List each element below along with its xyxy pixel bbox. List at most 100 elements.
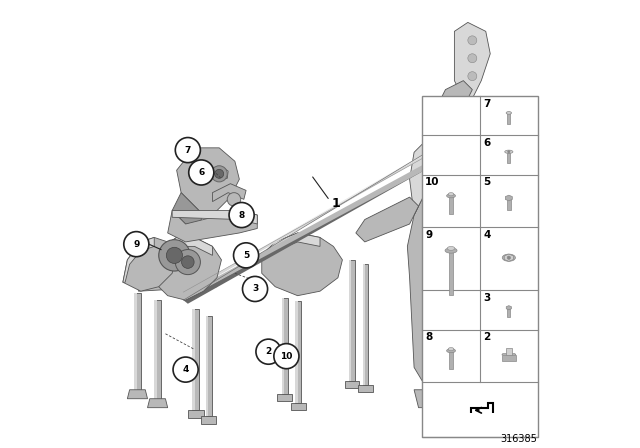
Circle shape — [173, 357, 198, 382]
Polygon shape — [127, 390, 148, 399]
Polygon shape — [410, 139, 445, 215]
Polygon shape — [282, 298, 284, 394]
Polygon shape — [262, 233, 320, 260]
Polygon shape — [123, 237, 177, 291]
Circle shape — [425, 317, 436, 328]
Polygon shape — [349, 260, 351, 381]
Circle shape — [508, 151, 510, 153]
Circle shape — [256, 339, 281, 364]
Polygon shape — [206, 316, 209, 416]
Polygon shape — [206, 316, 212, 416]
Polygon shape — [154, 237, 212, 273]
Circle shape — [425, 246, 436, 256]
Polygon shape — [188, 410, 204, 418]
Bar — [508, 308, 510, 317]
Polygon shape — [278, 394, 292, 401]
Polygon shape — [502, 353, 516, 355]
Circle shape — [175, 250, 200, 275]
Ellipse shape — [447, 194, 456, 198]
Bar — [449, 196, 453, 214]
Polygon shape — [184, 164, 425, 300]
Polygon shape — [502, 355, 516, 361]
Polygon shape — [296, 301, 298, 403]
Circle shape — [159, 240, 190, 271]
Text: 1: 1 — [332, 197, 340, 211]
Polygon shape — [362, 264, 365, 385]
Circle shape — [468, 54, 477, 63]
Text: 8: 8 — [425, 332, 433, 342]
Polygon shape — [291, 403, 306, 410]
Circle shape — [166, 247, 182, 263]
Ellipse shape — [448, 193, 454, 196]
Bar — [507, 198, 511, 210]
Polygon shape — [407, 197, 445, 390]
Circle shape — [211, 166, 227, 182]
Polygon shape — [506, 306, 511, 310]
Polygon shape — [202, 416, 216, 424]
Text: 3: 3 — [252, 284, 258, 293]
Circle shape — [175, 138, 200, 163]
Circle shape — [227, 193, 241, 206]
Polygon shape — [154, 300, 157, 399]
Polygon shape — [282, 298, 288, 394]
Polygon shape — [184, 168, 423, 304]
Polygon shape — [154, 300, 161, 399]
Ellipse shape — [445, 248, 457, 253]
Text: 3: 3 — [483, 293, 490, 303]
Text: 9: 9 — [133, 240, 140, 249]
Text: 10: 10 — [280, 352, 292, 361]
Text: 7: 7 — [185, 146, 191, 155]
Text: 2: 2 — [266, 347, 271, 356]
Ellipse shape — [506, 112, 511, 114]
Polygon shape — [349, 260, 355, 381]
Polygon shape — [506, 195, 512, 201]
Polygon shape — [212, 184, 246, 202]
Ellipse shape — [502, 254, 515, 261]
Bar — [449, 351, 453, 369]
Circle shape — [507, 256, 511, 259]
Text: 2: 2 — [483, 332, 490, 342]
Ellipse shape — [447, 349, 456, 353]
Polygon shape — [210, 168, 228, 180]
Polygon shape — [172, 193, 204, 224]
Polygon shape — [344, 381, 360, 388]
Polygon shape — [136, 278, 217, 291]
Text: 6: 6 — [198, 168, 204, 177]
Ellipse shape — [448, 348, 454, 351]
Bar — [508, 152, 510, 163]
Circle shape — [182, 256, 194, 268]
Text: 7: 7 — [483, 99, 490, 109]
Polygon shape — [148, 399, 168, 408]
Polygon shape — [186, 156, 425, 292]
Polygon shape — [414, 390, 441, 408]
Ellipse shape — [505, 150, 513, 153]
Text: 6: 6 — [483, 138, 490, 148]
Circle shape — [425, 281, 436, 292]
Polygon shape — [154, 237, 221, 300]
Ellipse shape — [447, 246, 455, 250]
Circle shape — [274, 344, 299, 369]
Polygon shape — [356, 197, 419, 242]
Polygon shape — [192, 309, 195, 410]
Text: 5: 5 — [243, 251, 249, 260]
Polygon shape — [134, 293, 141, 390]
Polygon shape — [362, 264, 369, 385]
Circle shape — [189, 160, 214, 185]
Text: 8: 8 — [239, 211, 244, 220]
Bar — [508, 113, 510, 124]
Polygon shape — [296, 301, 301, 403]
Text: 4: 4 — [483, 230, 490, 240]
Text: 316385: 316385 — [500, 435, 538, 444]
Bar — [422, 96, 538, 437]
Polygon shape — [172, 211, 257, 224]
Polygon shape — [454, 22, 490, 99]
Text: 4: 4 — [182, 365, 189, 374]
Circle shape — [215, 169, 224, 178]
Circle shape — [468, 72, 477, 81]
Circle shape — [124, 232, 149, 257]
Polygon shape — [262, 233, 342, 296]
Circle shape — [468, 36, 477, 45]
Circle shape — [425, 353, 436, 364]
Circle shape — [234, 243, 259, 268]
Text: 10: 10 — [425, 177, 440, 187]
